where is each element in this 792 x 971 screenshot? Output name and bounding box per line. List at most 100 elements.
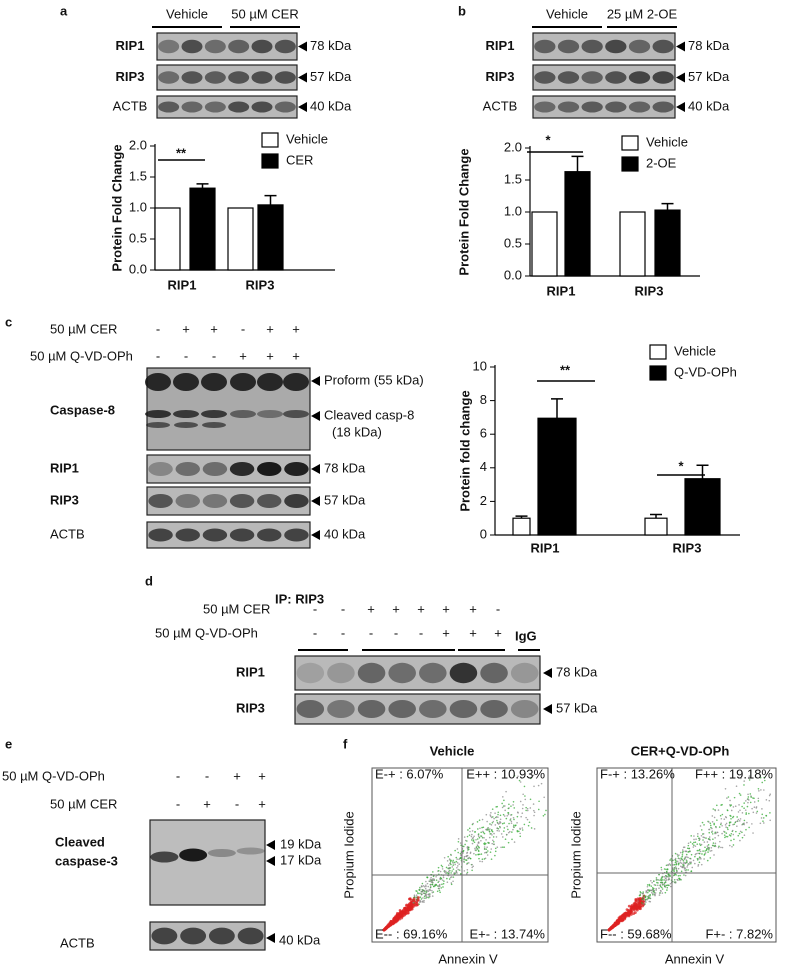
event-dot [473,852,475,855]
event-dot [652,889,655,891]
treatment-sign: + [292,321,300,336]
event-dot [506,814,509,817]
event-dot [516,830,519,833]
blot-band [652,101,674,113]
event-dot [631,905,635,909]
event-dot [459,873,462,875]
event-dot [723,834,726,836]
event-dot [497,811,500,814]
event-dot [757,800,760,802]
event-dot [466,854,469,857]
event-dot [657,879,659,881]
event-dot [471,863,473,866]
size-label: 57 kDa [556,700,598,715]
event-dot [453,861,456,864]
event-dot [679,861,682,863]
event-dot [418,903,420,906]
event-dot [654,884,657,886]
event-dot [463,855,466,858]
event-dot [637,903,641,907]
size-label: 78 kDa [324,460,366,475]
event-dot [507,813,510,816]
blot-label: ACTB [483,98,518,113]
event-dot [698,856,701,858]
event-dot [762,817,765,819]
event-dot [709,822,712,825]
event-dot [496,805,498,808]
event-dot [716,831,718,834]
legend-label: Vehicle [646,134,688,149]
event-dot [516,821,518,824]
treatment-sign: - [496,601,500,616]
event-dot [482,826,485,829]
blot-band [274,101,296,113]
event-dot [437,885,440,887]
event-dot [686,860,688,862]
blot-band [605,71,627,84]
treatment-sign: + [203,796,211,811]
event-dot [460,844,462,847]
group-label: Vehicle [166,6,208,21]
event-dot [729,844,731,847]
event-dot [512,800,515,803]
event-dot [696,857,699,860]
event-dot [708,848,710,851]
treatment-sign: + [442,601,450,616]
event-dot [626,911,630,915]
event-dot [715,825,717,828]
event-dot [721,832,723,835]
plot-title: CER+Q-VD-OPh [631,743,730,758]
event-dot [746,798,749,801]
event-dot [485,813,488,816]
event-dot [677,879,679,881]
event-dot [490,848,493,850]
blot-band [510,700,539,718]
event-dot [634,902,638,906]
event-dot [413,896,415,899]
event-dot [442,882,445,885]
treatment-sign: + [469,625,477,640]
event-dot [749,801,752,804]
blot-band [204,71,226,84]
event-dot [725,835,727,838]
event-dot [658,894,661,896]
event-dot [701,833,704,835]
event-dot [682,864,684,866]
blot-band [327,662,355,684]
event-dot [692,846,695,848]
event-dot [503,827,506,829]
event-dot [474,849,477,851]
event-dot [698,839,701,842]
event-dot [509,814,512,816]
blot-band [534,39,556,54]
event-dot [660,886,663,889]
event-dot [765,799,768,801]
event-dot [653,883,656,886]
event-dot [698,852,701,855]
event-dot [665,868,667,871]
event-dot [757,787,760,790]
bar [227,207,254,271]
event-dot [480,853,483,855]
event-dot [492,820,495,823]
quadrant-label: E++ : 10.93% [466,766,545,781]
event-dot [471,830,474,832]
event-dot [669,859,671,861]
event-dot [504,805,506,807]
event-dot [613,923,617,926]
event-dot [702,850,704,852]
event-dot [690,853,693,856]
event-dot [619,915,622,919]
event-dot [698,848,701,851]
event-dot [486,854,489,856]
event-dot [635,908,639,912]
event-dot [750,796,753,798]
event-dot [424,887,427,890]
event-dot [511,831,513,833]
event-dot [726,835,729,838]
event-dot [680,865,682,868]
event-dot [427,893,430,895]
event-dot [664,891,667,894]
event-dot [719,840,721,843]
arrowhead [676,102,685,112]
